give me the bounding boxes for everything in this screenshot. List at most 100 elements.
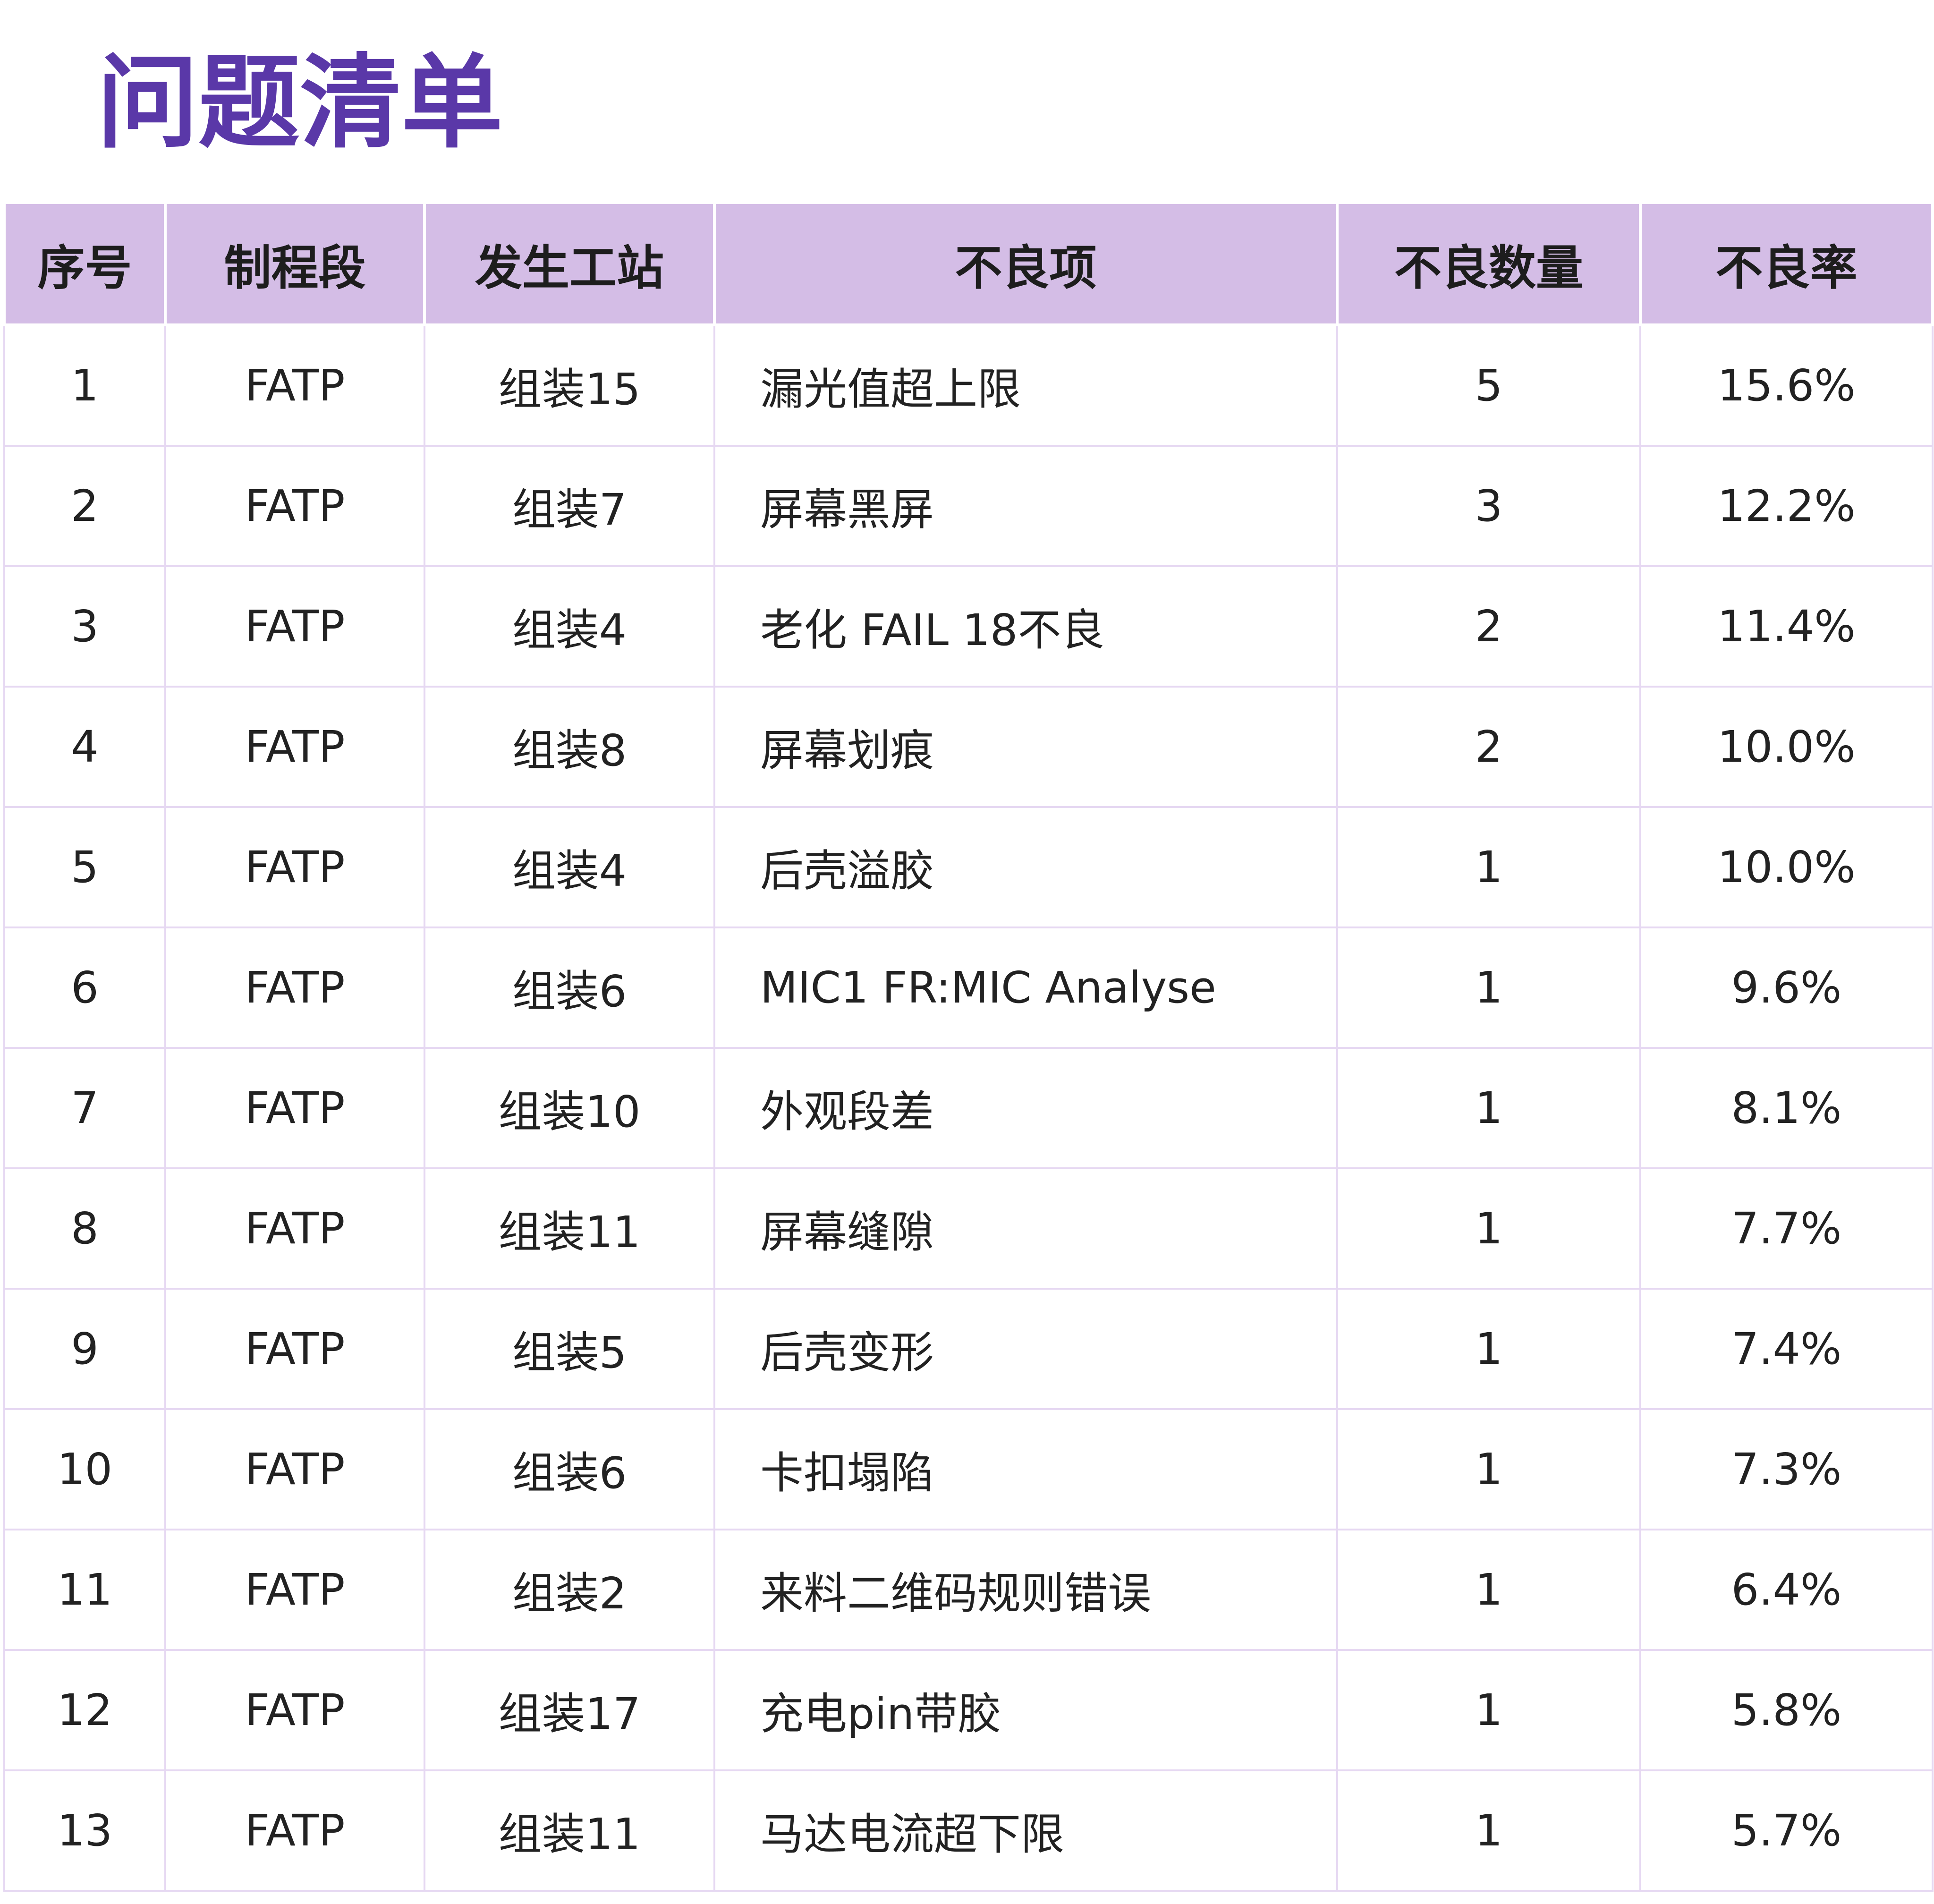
table-cell: 组装6 bbox=[424, 1408, 715, 1530]
table-cell: 4 bbox=[3, 686, 166, 808]
table-cell: 7.7% bbox=[1639, 1167, 1934, 1290]
table-cell: 8.1% bbox=[1639, 1047, 1934, 1169]
table-cell: 10 bbox=[3, 1408, 166, 1530]
table-cell: 组装5 bbox=[424, 1288, 715, 1410]
table-row: 11 FATP 组装2 来料二维码规则错误 1 6.4% bbox=[3, 1529, 1934, 1651]
table-cell: 12 bbox=[3, 1649, 166, 1771]
table-cell: 组装11 bbox=[424, 1769, 715, 1892]
table-row: 6 FATP 组装6 MIC1 FR:MIC Analyse 1 9.6% bbox=[3, 926, 1934, 1049]
table-cell: 卡扣塌陷 bbox=[713, 1408, 1338, 1530]
table-cell: 7.4% bbox=[1639, 1288, 1934, 1410]
table-row: 8 FATP 组装11 屏幕缝隙 1 7.7% bbox=[3, 1167, 1934, 1290]
table-cell: 组装6 bbox=[424, 926, 715, 1049]
table-cell: 9 bbox=[3, 1288, 166, 1410]
table-row: 9 FATP 组装5 后壳变形 1 7.4% bbox=[3, 1288, 1934, 1410]
table-cell: 6.4% bbox=[1639, 1529, 1934, 1651]
table-cell: 5 bbox=[3, 806, 166, 928]
table-row: 13 FATP 组装11 马达电流超下限 1 5.7% bbox=[3, 1769, 1934, 1892]
table-cell: FATP bbox=[164, 806, 425, 928]
table-cell: 6 bbox=[3, 926, 166, 1049]
table-cell: 组装11 bbox=[424, 1167, 715, 1290]
table-row: 2 FATP 组装7 屏幕黑屏 3 12.2% bbox=[3, 445, 1934, 567]
table-cell: 15.6% bbox=[1639, 324, 1934, 447]
table-cell: 组装2 bbox=[424, 1529, 715, 1651]
table-cell: 8 bbox=[3, 1167, 166, 1290]
table-cell: 13 bbox=[3, 1769, 166, 1892]
table-cell: 后壳变形 bbox=[713, 1288, 1338, 1410]
table-cell: 漏光值超上限 bbox=[713, 324, 1338, 447]
table-row: 5 FATP 组装4 后壳溢胶 1 10.0% bbox=[3, 806, 1934, 928]
table-cell: FATP bbox=[164, 1769, 425, 1892]
table-cell: 9.6% bbox=[1639, 926, 1934, 1049]
table-cell: 老化 FAIL 18不良 bbox=[713, 565, 1338, 688]
page-title: 问题清单 bbox=[97, 43, 503, 162]
table-cell: 5 bbox=[1336, 324, 1641, 447]
header-row: 序号 制程段 发生工站 不良项 不良数量 不良率 bbox=[3, 201, 1934, 326]
column-header: 不良数量 bbox=[1336, 201, 1642, 326]
table-row: 7 FATP 组装10 外观段差 1 8.1% bbox=[3, 1047, 1934, 1169]
table-cell: FATP bbox=[164, 926, 425, 1049]
table-cell: 1 bbox=[1336, 1047, 1641, 1169]
table-cell: 1 bbox=[1336, 1288, 1641, 1410]
table-cell: 组装4 bbox=[424, 565, 715, 688]
table-cell: 组装7 bbox=[424, 445, 715, 567]
table-cell: 2 bbox=[3, 445, 166, 567]
table-cell: 1 bbox=[3, 324, 166, 447]
table-cell: 1 bbox=[1336, 1769, 1641, 1892]
table-cell: 组装15 bbox=[424, 324, 715, 447]
table-cell: 来料二维码规则错误 bbox=[713, 1529, 1338, 1651]
table-cell: 组装17 bbox=[424, 1649, 715, 1771]
table-cell: 1 bbox=[1336, 1649, 1641, 1771]
table-row: 3 FATP 组装4 老化 FAIL 18不良 2 11.4% bbox=[3, 565, 1934, 688]
issue-table: 序号 制程段 发生工站 不良项 不良数量 不良率 1 FATP 组装15 漏光值超上限 5 15.6… bbox=[3, 201, 1934, 1892]
table-cell: 组装10 bbox=[424, 1047, 715, 1169]
table-cell: 7 bbox=[3, 1047, 166, 1169]
column-header: 不良率 bbox=[1639, 201, 1934, 326]
table-cell: FATP bbox=[164, 686, 425, 808]
table-cell: MIC1 FR:MIC Analyse bbox=[713, 926, 1338, 1049]
table-cell: FATP bbox=[164, 1167, 425, 1290]
table-cell: 后壳溢胶 bbox=[713, 806, 1338, 928]
table-cell: 2 bbox=[1336, 686, 1641, 808]
column-header: 不良项 bbox=[713, 201, 1339, 326]
table-body: 1 FATP 组装15 漏光值超上限 5 15.6% 2 FATP 组装7 屏幕黑屏 3 12.2% 3… bbox=[3, 324, 1934, 1892]
table-cell: 马达电流超下限 bbox=[713, 1769, 1338, 1892]
table-cell: 11.4% bbox=[1639, 565, 1934, 688]
table-cell: FATP bbox=[164, 324, 425, 447]
table-cell: 1 bbox=[1336, 806, 1641, 928]
table-row: 12 FATP 组装17 充电pin带胶 1 5.8% bbox=[3, 1649, 1934, 1771]
column-header: 制程段 bbox=[164, 201, 426, 326]
table-cell: 屏幕黑屏 bbox=[713, 445, 1338, 567]
table-cell: 2 bbox=[1336, 565, 1641, 688]
table-cell: FATP bbox=[164, 1288, 425, 1410]
table-cell: 1 bbox=[1336, 1167, 1641, 1290]
table-cell: 10.0% bbox=[1639, 806, 1934, 928]
table-cell: 12.2% bbox=[1639, 445, 1934, 567]
table-row: 4 FATP 组装8 屏幕划痕 2 10.0% bbox=[3, 686, 1934, 808]
table-row: 1 FATP 组装15 漏光值超上限 5 15.6% bbox=[3, 324, 1934, 447]
table-cell: FATP bbox=[164, 1408, 425, 1530]
table-cell: 7.3% bbox=[1639, 1408, 1934, 1530]
column-header: 发生工站 bbox=[423, 201, 716, 326]
column-header: 序号 bbox=[3, 201, 167, 326]
table-row: 10 FATP 组装6 卡扣塌陷 1 7.3% bbox=[3, 1408, 1934, 1530]
table-cell: FATP bbox=[164, 445, 425, 567]
table-cell: 10.0% bbox=[1639, 686, 1934, 808]
table-cell: 3 bbox=[3, 565, 166, 688]
table-cell: FATP bbox=[164, 1649, 425, 1771]
table-cell: 屏幕缝隙 bbox=[713, 1167, 1338, 1290]
table-cell: 11 bbox=[3, 1529, 166, 1651]
table-cell: FATP bbox=[164, 1047, 425, 1169]
table-cell: 组装4 bbox=[424, 806, 715, 928]
table-cell: 1 bbox=[1336, 1408, 1641, 1530]
table-cell: FATP bbox=[164, 565, 425, 688]
table-cell: 组装8 bbox=[424, 686, 715, 808]
table-cell: 充电pin带胶 bbox=[713, 1649, 1338, 1771]
table-cell: 5.8% bbox=[1639, 1649, 1934, 1771]
table-cell: 1 bbox=[1336, 926, 1641, 1049]
table-cell: 5.7% bbox=[1639, 1769, 1934, 1892]
table-cell: 外观段差 bbox=[713, 1047, 1338, 1169]
table-cell: FATP bbox=[164, 1529, 425, 1651]
table-cell: 1 bbox=[1336, 1529, 1641, 1651]
